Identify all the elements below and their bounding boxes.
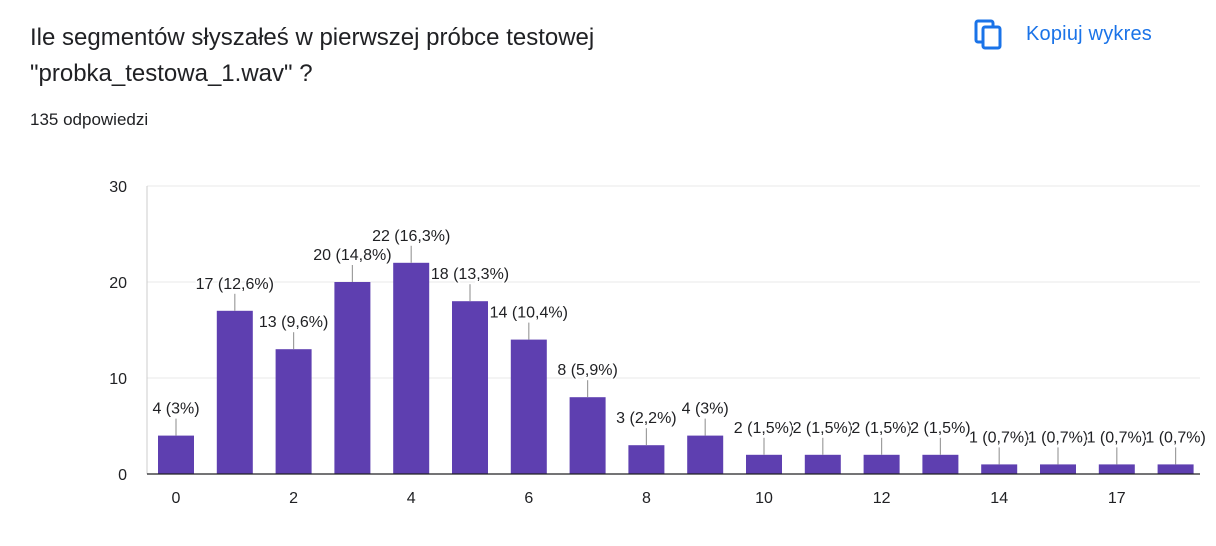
- data-label: 3 (2,2%): [616, 410, 676, 427]
- bar: [216, 310, 253, 474]
- bar: [1157, 464, 1194, 474]
- data-label: 2 (1,5%): [734, 420, 794, 437]
- copy-icon: [974, 19, 1002, 50]
- x-tick-label: 17: [1108, 490, 1126, 507]
- x-tick-label: 12: [873, 490, 891, 507]
- data-label: 22 (16,3%): [372, 228, 450, 245]
- copy-chart-label: Kopiuj wykres: [1026, 22, 1152, 45]
- data-label: 2 (1,5%): [793, 420, 853, 437]
- data-label: 20 (14,8%): [313, 247, 391, 264]
- data-label: 1 (0,7%): [1145, 429, 1205, 446]
- bar: [1040, 464, 1076, 474]
- data-label: 17 (12,6%): [196, 276, 274, 293]
- y-tick-label: 20: [109, 275, 127, 292]
- bar: [687, 435, 724, 474]
- data-label: 1 (0,7%): [1028, 429, 1088, 446]
- x-tick-label: 8: [642, 490, 651, 507]
- y-tick-label: 30: [109, 179, 127, 196]
- bar: [275, 349, 312, 474]
- bar: [981, 464, 1018, 474]
- bar: [1098, 464, 1135, 474]
- title-line-1: Ile segmentów słyszałeś w pierwszej prób…: [30, 24, 595, 51]
- bar: [510, 339, 547, 474]
- data-label: 13 (9,6%): [259, 314, 328, 331]
- x-tick-label: 14: [990, 490, 1008, 507]
- data-label: 2 (1,5%): [851, 420, 911, 437]
- chart-title: Ile segmentów słyszałeś w pierwszej prób…: [30, 20, 930, 92]
- y-tick-label: 10: [109, 371, 127, 388]
- data-label: 1 (0,7%): [1087, 429, 1147, 446]
- bar: [393, 262, 430, 474]
- data-label: 14 (10,4%): [490, 305, 568, 322]
- bar: [334, 282, 371, 474]
- copy-chart-button[interactable]: Kopiuj wykres: [972, 14, 1152, 54]
- x-tick-label: 6: [524, 490, 533, 507]
- bar: [746, 454, 782, 474]
- x-tick-label: 2: [289, 490, 298, 507]
- y-tick-label: 0: [118, 467, 127, 484]
- title-line-2: "probka_testowa_1.wav" ?: [30, 60, 313, 87]
- data-label: 2 (1,5%): [910, 420, 970, 437]
- data-label: 8 (5,9%): [557, 362, 617, 379]
- x-tick-label: 4: [407, 490, 416, 507]
- data-label: 4 (3%): [152, 401, 199, 418]
- bar: [628, 445, 665, 474]
- response-count: 135 odpowiedzi: [30, 110, 149, 129]
- bar: [158, 435, 194, 474]
- x-tick-label: 10: [755, 490, 773, 507]
- data-label: 4 (3%): [682, 401, 729, 418]
- data-label: 18 (13,3%): [431, 266, 509, 283]
- bar: [569, 397, 606, 474]
- x-tick-label: 0: [172, 490, 181, 507]
- bar: [452, 301, 488, 474]
- bar: [804, 454, 841, 474]
- data-label: 1 (0,7%): [969, 429, 1029, 446]
- bar: [863, 454, 900, 474]
- bar: [922, 454, 959, 474]
